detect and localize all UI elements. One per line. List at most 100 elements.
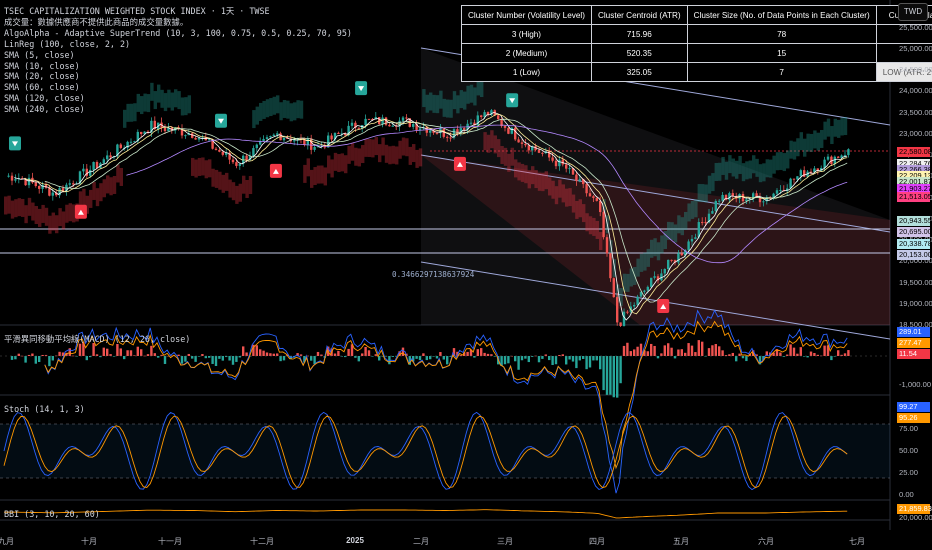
candle [41,184,44,189]
indicator-linreg[interactable]: LinReg (100, close, 2, 2) [4,38,131,49]
supertrend-band [364,138,368,157]
candle [796,176,799,180]
candle [238,163,241,166]
candle [34,182,37,187]
macd-histogram-bar [609,356,612,395]
indicator-sma120[interactable]: SMA (120, close) [4,93,85,104]
candle [752,193,755,199]
supertrend-band [126,103,130,122]
candle [687,241,690,250]
macd-histogram-bar [735,356,738,362]
candle [656,276,660,281]
macd-histogram-bar [745,356,748,362]
macd-histogram-bar [602,356,605,391]
macd-histogram-bar [599,356,602,370]
macd-histogram-bar [347,348,350,356]
supertrend-band [194,159,198,178]
candle [473,122,476,126]
price-tag: 22,209.13 [897,171,932,182]
price-tick-label: 25,000.00 [899,43,932,53]
pane-tick-label: 25.00 [899,468,919,477]
candle [456,129,459,134]
candle [388,124,391,127]
macd-histogram-bar [10,356,14,360]
price-tick-label: 24,000.00 [899,86,932,96]
supertrend-band [486,134,491,153]
macd-histogram-bar [299,354,303,356]
candle [354,122,357,128]
supertrend-band [102,179,106,198]
supertrend-band [218,171,222,190]
macd-pane-label[interactable]: 平滑異同移動平均線(MACD) (12, 26, close) [4,334,191,344]
macd-histogram-bar [585,356,588,370]
macd-histogram-bar [660,353,663,356]
supertrend-band [677,215,681,234]
candle [248,156,252,160]
macd-histogram-bar [350,344,354,356]
supertrend-band [735,160,739,179]
candle [364,118,367,126]
supertrend-band [463,91,467,110]
supertrend-band [653,238,657,257]
indicator-sma20[interactable]: SMA (20, close) [4,71,80,82]
pane-value-tag: 11.54 [897,349,930,359]
candle [571,168,575,175]
indicator-sma10[interactable]: SMA (10, close) [4,60,80,71]
supertrend-band [517,162,521,181]
candle [701,222,704,224]
macd-histogram-bar [667,343,670,356]
stoch-pane-label[interactable]: Stoch (14, 1, 3) [4,404,85,414]
macd-histogram-bar [636,346,639,356]
macd-histogram-bar [316,351,320,356]
macd-histogram-bar [561,354,564,356]
supertrend-band [211,168,215,187]
supertrend-band [816,132,820,151]
supertrend-band [92,181,96,200]
currency-badge[interactable]: TWD [898,3,928,21]
indicator-sma5[interactable]: SMA (5, close) [4,49,75,60]
candle [446,136,449,138]
candle [180,129,184,136]
macd-histogram-bar [191,356,194,359]
candle [412,124,415,127]
supertrend-band [320,165,324,184]
supertrend-band [191,157,195,176]
candle [10,175,14,181]
macd-histogram-bar [531,356,534,357]
macd-histogram-bar [537,356,541,363]
supertrend-band [738,155,742,174]
macd-histogram-bar [218,356,221,359]
supertrend-band [51,212,55,231]
price-tag: 20,338.78 [897,239,932,250]
sma20-line [44,118,848,303]
indicator-supertrend[interactable]: AlgoAlpha - Adaptive SuperTrend (10, 3, … [4,27,352,38]
candle [211,139,214,149]
macd-histogram-bar [500,356,503,367]
candle [429,130,432,133]
price-tick-label: 25,500.00 [899,22,932,32]
candle [78,171,82,184]
pane-tick-label: 50.00 [899,446,919,455]
supertrend-band [381,137,385,156]
supertrend-band [694,199,698,218]
candle [704,222,707,224]
macd-histogram-bar [306,355,309,357]
candle [551,157,554,161]
bbi-pane-label[interactable]: BBI (3, 10, 20, 60) [4,509,100,519]
supertrend-band [429,92,433,111]
indicator-sma60[interactable]: SMA (60, close) [4,82,80,93]
macd-histogram-bar [803,356,806,357]
candle [595,197,598,201]
candle [371,118,374,120]
macd-histogram-bar [435,356,439,359]
candle [792,178,796,180]
candle [537,150,541,153]
candle [262,138,265,141]
supertrend-band [459,90,463,109]
macd-histogram-bar [102,347,105,356]
supertrend-band [541,173,545,192]
supertrend-band [561,184,565,203]
supertrend-band [160,89,164,108]
indicator-sma240[interactable]: SMA (240, close) [4,104,85,115]
